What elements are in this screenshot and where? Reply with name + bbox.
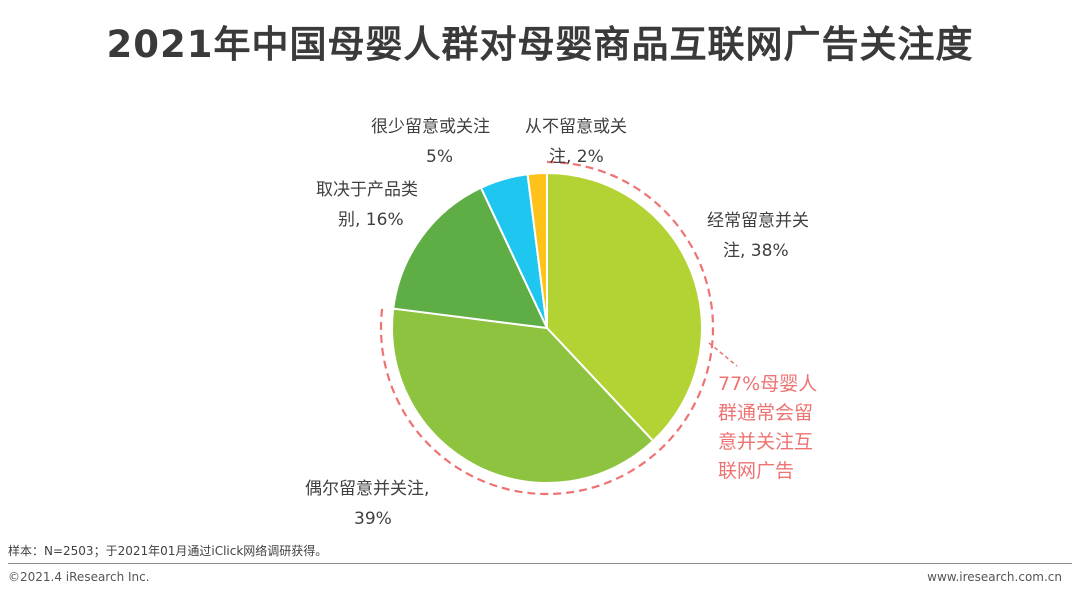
pie-slice-frequent: [546, 171, 703, 443]
slice-label-never: 从不留意或关 注, 2%: [525, 117, 627, 167]
pie-slices: [391, 171, 703, 484]
copyright: ©2021.4 iResearch Inc.: [8, 570, 150, 584]
chart-title: 2021年中国母婴人群对母婴商品互联网广告关注度: [106, 23, 974, 66]
annotation-dashed-arc: [379, 160, 715, 496]
sample-note: 样本：N=2503；于2021年01月通过iClick网络调研获得。: [8, 544, 328, 558]
slice-label-frequent: 经常留意并关 注, 38%: [707, 211, 809, 261]
annotation-text: 77%母婴人 群通常会留 意并关注互 联网广告: [718, 373, 818, 482]
slice-label-occasional: 偶尔留意并关注, 39%: [305, 479, 430, 529]
pie-slice-never: [526, 171, 548, 329]
slice-label-depends: 取决于产品类 别, 16%: [316, 180, 418, 230]
footer-divider: [8, 563, 1072, 564]
pie-slice-occasional: [391, 307, 655, 484]
pie-slice-depends: [392, 186, 549, 330]
slice-label-rarely: 很少留意或关注 5%: [371, 117, 490, 167]
annotation-connector: [708, 342, 738, 367]
website-link: www.iresearch.com.cn: [927, 570, 1062, 584]
